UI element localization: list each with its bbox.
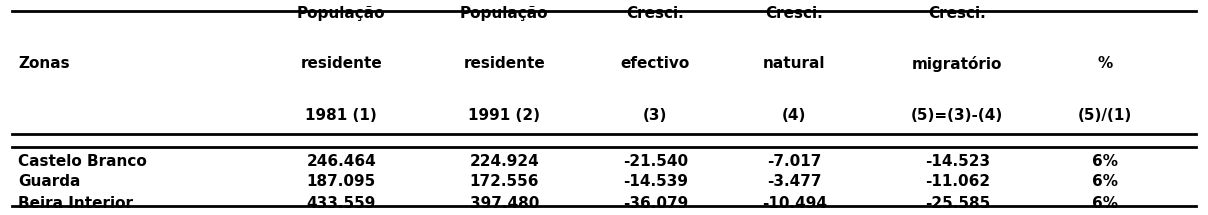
- Text: 397.480: 397.480: [470, 196, 539, 211]
- Text: Cresci.: Cresci.: [766, 6, 823, 22]
- Text: -36.079: -36.079: [622, 196, 689, 211]
- Text: -25.585: -25.585: [924, 196, 991, 211]
- Text: (3): (3): [643, 108, 668, 123]
- Text: 6%: 6%: [1092, 196, 1119, 211]
- Text: -11.062: -11.062: [925, 174, 989, 189]
- Text: 224.924: 224.924: [470, 154, 539, 169]
- Text: migratório: migratório: [912, 56, 1003, 72]
- Text: residente: residente: [464, 56, 545, 71]
- Text: %: %: [1098, 56, 1113, 71]
- Text: (4): (4): [782, 108, 807, 123]
- Text: 187.095: 187.095: [307, 174, 376, 189]
- Text: 1991 (2): 1991 (2): [469, 108, 540, 123]
- Text: 433.559: 433.559: [307, 196, 376, 211]
- Text: -14.539: -14.539: [623, 174, 687, 189]
- Text: -3.477: -3.477: [767, 174, 821, 189]
- Text: 1981 (1): 1981 (1): [306, 108, 377, 123]
- Text: (5)=(3)-(4): (5)=(3)-(4): [911, 108, 1004, 123]
- Text: Beira Interior: Beira Interior: [18, 196, 133, 211]
- Text: 6%: 6%: [1092, 174, 1119, 189]
- Text: População: População: [297, 6, 385, 22]
- Text: Castelo Branco: Castelo Branco: [18, 154, 147, 169]
- Text: -21.540: -21.540: [623, 154, 687, 169]
- Text: natural: natural: [763, 56, 825, 71]
- Text: 172.556: 172.556: [470, 174, 539, 189]
- Text: Zonas: Zonas: [18, 56, 70, 71]
- Text: efectivo: efectivo: [621, 56, 690, 71]
- Text: -10.494: -10.494: [762, 196, 826, 211]
- Text: População: População: [460, 6, 548, 22]
- Text: 6%: 6%: [1092, 154, 1119, 169]
- Text: residente: residente: [301, 56, 382, 71]
- Text: Cresci.: Cresci.: [627, 6, 684, 22]
- Text: Guarda: Guarda: [18, 174, 81, 189]
- Text: (5)/(1): (5)/(1): [1079, 108, 1132, 123]
- Text: -14.523: -14.523: [925, 154, 989, 169]
- Text: 246.464: 246.464: [307, 154, 376, 169]
- Text: Cresci.: Cresci.: [929, 6, 986, 22]
- Text: -7.017: -7.017: [767, 154, 821, 169]
